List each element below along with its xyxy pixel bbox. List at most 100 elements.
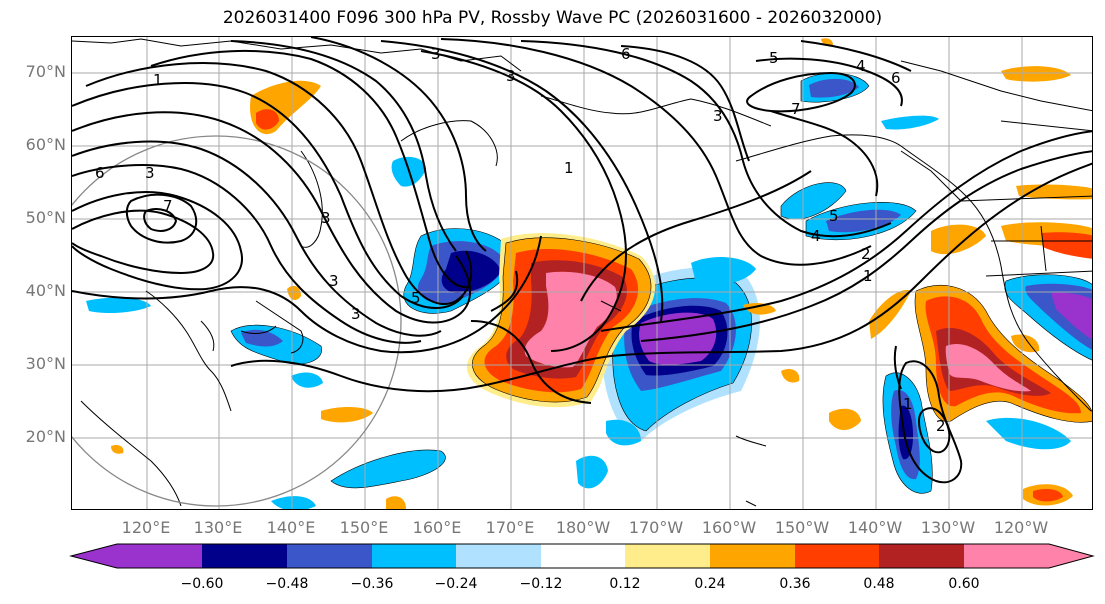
colorbar-tick: −0.48 xyxy=(265,576,309,592)
contour-label: 4 xyxy=(856,57,866,75)
contour-label: 3 xyxy=(329,272,339,290)
pv-shading-layer xyxy=(86,38,1092,509)
shade-neg-light xyxy=(576,455,608,489)
reference-circle xyxy=(72,135,402,507)
contour-label: 3 xyxy=(321,209,331,227)
shade-pos-red xyxy=(1033,489,1063,502)
shade-neg-light xyxy=(986,417,1071,450)
contour-label: 1 xyxy=(903,395,913,413)
contour-label: 1 xyxy=(564,159,574,177)
lon-label-140e: 140°E xyxy=(266,518,316,537)
shade-neg-light xyxy=(691,257,756,286)
contour-label: 7 xyxy=(163,197,173,215)
shade-neg-mid xyxy=(826,209,901,233)
shade-neg-light xyxy=(291,372,323,388)
contour-labels: 1 3 3 6 5 4 6 7 3 1 6 3 7 3 3 5 3 5 4 2 xyxy=(95,45,946,435)
shade-pos-orange xyxy=(781,369,800,383)
shade-neg-light xyxy=(86,297,151,314)
shade-neg-mid xyxy=(241,329,283,347)
colorbar-tick: 0.48 xyxy=(863,576,895,592)
lon-label-150e: 150°E xyxy=(339,518,389,537)
colorbar-segment xyxy=(964,544,1049,568)
contour-label: 7 xyxy=(791,100,801,118)
contour-label: 5 xyxy=(769,49,779,67)
contour-label: 3 xyxy=(431,45,441,63)
map-canvas: 1 3 3 6 5 4 6 7 3 1 6 3 7 3 3 5 3 5 4 2 xyxy=(72,37,1092,509)
colorbar-tick: 0.24 xyxy=(694,576,726,592)
shade-pos-orange xyxy=(869,290,911,339)
shade-pos-orange xyxy=(1016,184,1092,200)
contour-label: 4 xyxy=(811,227,821,245)
colorbar-segment xyxy=(117,544,202,568)
shade-neg-mid xyxy=(809,78,859,98)
contour-label: 5 xyxy=(829,207,839,225)
lat-label-20n: 20°N xyxy=(25,427,66,446)
shade-neg-light xyxy=(606,419,641,446)
shade-pos-red xyxy=(1041,232,1092,259)
contour-label: 3 xyxy=(713,107,723,125)
colorbar-segment xyxy=(879,544,964,568)
colorbar-segment xyxy=(625,544,710,568)
lon-label-180w: 180°W xyxy=(555,518,611,537)
colorbar-segment xyxy=(456,544,541,568)
lat-label-70n: 70°N xyxy=(25,62,66,81)
colorbar-tick: −0.36 xyxy=(350,576,394,592)
contour-label: 2 xyxy=(861,245,871,263)
lon-label-140w: 140°W xyxy=(847,518,903,537)
colorbar-segment xyxy=(710,544,795,568)
graticule xyxy=(72,37,1092,509)
colorbar-segment xyxy=(372,544,456,568)
shade-pos-orange xyxy=(1001,66,1071,82)
shade-pos-orange xyxy=(287,285,301,301)
coastlines xyxy=(72,38,1092,507)
colorbar-extend-high xyxy=(1049,544,1093,568)
contour-label: 6 xyxy=(621,45,631,63)
contour-label: 1 xyxy=(863,267,873,285)
contour-label: 5 xyxy=(411,289,421,307)
colorbar-tick: 0.12 xyxy=(609,576,641,592)
lon-label-160w: 160°W xyxy=(701,518,757,537)
shade-pos-orange xyxy=(111,444,124,454)
colorbar-segment xyxy=(202,544,287,568)
contour-label: 6 xyxy=(891,69,901,87)
colorbar-segments xyxy=(71,544,1093,568)
shade-neg-light xyxy=(330,449,446,489)
lon-label-130e: 130°E xyxy=(193,518,243,537)
shade-neg-light xyxy=(271,496,316,509)
colorbar-tick: 0.36 xyxy=(779,576,811,592)
lon-label-130w: 130°W xyxy=(920,518,976,537)
map-panel[interactable]: 1 3 3 6 5 4 6 7 3 1 6 3 7 3 3 5 3 5 4 2 xyxy=(71,36,1093,510)
colorbar-tick: −0.60 xyxy=(180,576,224,592)
shade-neg-purple xyxy=(1051,292,1092,340)
colorbar-tick: −0.12 xyxy=(519,576,563,592)
contour-label: 6 xyxy=(95,164,105,182)
lat-label-60n: 60°N xyxy=(25,135,66,154)
colorbar-tick: 0.60 xyxy=(948,576,980,592)
shade-pos-pink xyxy=(945,343,1031,392)
lon-label-150w: 150°W xyxy=(774,518,830,537)
lon-label-120w: 120°W xyxy=(993,518,1049,537)
contour-label: 3 xyxy=(145,164,155,182)
colorbar-segment xyxy=(541,544,625,568)
shade-pos-orange xyxy=(931,224,986,255)
colorbar-outline xyxy=(69,543,1095,569)
map-title: 2026031400 F096 300 hPa PV, Rossby Wave … xyxy=(222,8,883,28)
colorbar-tick: −0.24 xyxy=(434,576,478,592)
colorbar-segment xyxy=(795,544,879,568)
contour-label: 3 xyxy=(506,67,516,85)
lon-label-160e: 160°E xyxy=(412,518,462,537)
colorbar-segment xyxy=(287,544,372,568)
shade-pos-orange xyxy=(386,496,406,509)
colorbar-extend-low xyxy=(71,544,117,568)
shade-pos-red xyxy=(256,109,279,130)
contour-label: 3 xyxy=(351,305,361,323)
contour-label: 1 xyxy=(153,71,163,89)
shade-neg-light xyxy=(881,115,939,130)
lat-label-40n: 40°N xyxy=(25,281,66,300)
contour-label: 2 xyxy=(936,417,946,435)
pv-contours xyxy=(72,37,1092,484)
shade-pos-orange xyxy=(743,303,776,315)
lon-label-170w: 170°W xyxy=(628,518,684,537)
shade-pos-orange xyxy=(321,407,373,423)
shade-pos-pink xyxy=(524,271,617,368)
